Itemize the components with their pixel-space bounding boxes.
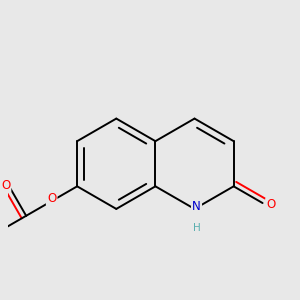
Text: O: O: [1, 179, 10, 192]
Text: N: N: [192, 200, 201, 213]
Text: O: O: [266, 199, 276, 212]
Text: O: O: [47, 192, 56, 205]
Text: H: H: [193, 223, 200, 233]
